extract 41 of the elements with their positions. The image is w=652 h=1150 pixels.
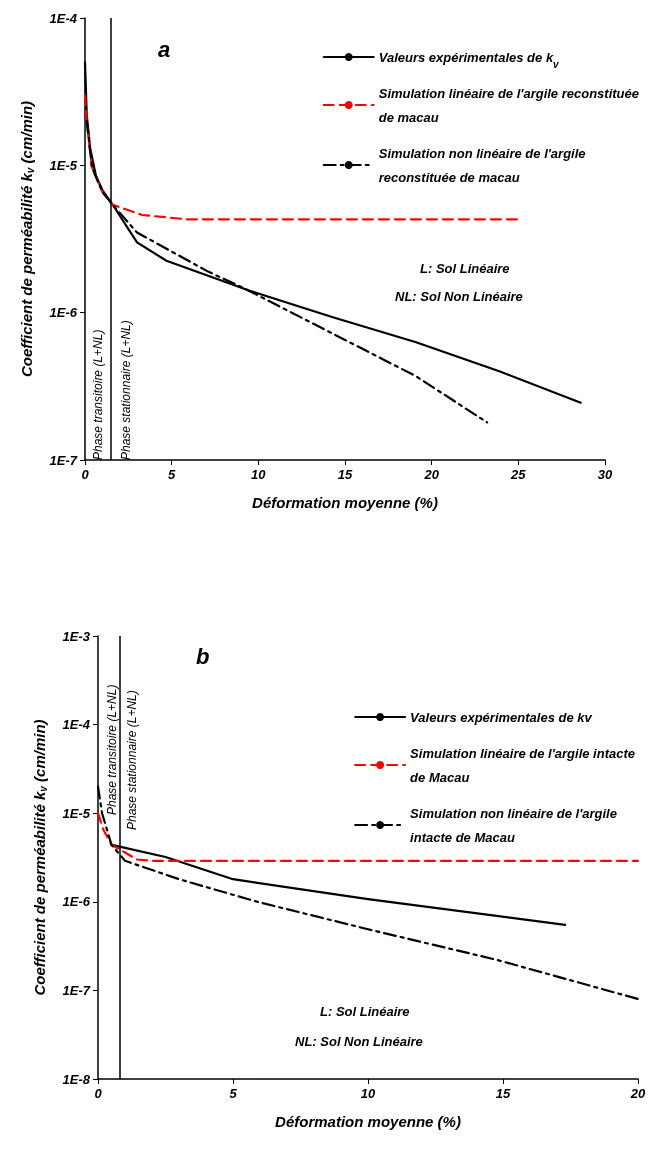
y-tick-label: 1E-3 bbox=[62, 628, 91, 644]
x-tick-label: 15 bbox=[337, 467, 353, 482]
y-tick-label: 1E-4 bbox=[62, 717, 91, 733]
annotation: Phase transitoire (L+NL) bbox=[105, 684, 119, 815]
x-tick-label: 0 bbox=[94, 1086, 103, 1101]
x-tick-label: 10 bbox=[251, 467, 267, 482]
y-tick-label: 1E-6 bbox=[62, 894, 91, 910]
y-tick-label: 1E-5 bbox=[62, 805, 91, 821]
x-tick-label: 5 bbox=[168, 467, 177, 482]
x-tick-label: 30 bbox=[597, 467, 613, 482]
legend-label: Valeurs expérimentales de kv bbox=[410, 709, 593, 725]
y-tick-label: 1E-7 bbox=[62, 982, 91, 998]
x-tick-label: 0 bbox=[81, 467, 90, 482]
annotation: Phase transitoire (L+NL) bbox=[91, 329, 105, 460]
y-tick-label: 1E-8 bbox=[62, 1071, 91, 1087]
y-axis-title: Coefficient de perméabilité kv (cm/min) bbox=[30, 719, 49, 996]
annotation: NL: Sol Non Linéaire bbox=[395, 289, 523, 304]
x-tick-label: 10 bbox=[360, 1086, 376, 1101]
legend-label: Simulation linéaire de l'argile reconstituée de macau bbox=[378, 85, 639, 125]
x-tick-label: 5 bbox=[229, 1086, 238, 1101]
legend-label: Simulation non linéaire de l'argile reconstituée de macau bbox=[378, 145, 586, 185]
annotation: Phase stationnaire (L+NL) bbox=[125, 690, 139, 830]
legend-label: Simulation non linéaire de l'argile intacte de Macau bbox=[410, 805, 617, 845]
x-axis-title: Déformation moyenne (%) bbox=[252, 494, 438, 511]
y-tick-label: 1E-4 bbox=[49, 10, 78, 26]
y-tick-label: 1E-6 bbox=[49, 305, 78, 321]
x-tick-label: 20 bbox=[423, 467, 440, 482]
annotation: NL: Sol Non Linéaire bbox=[295, 1034, 423, 1049]
y-axis-title: Coefficient de perméabilité kv (cm/min) bbox=[17, 100, 36, 378]
y-tick-label: 1E-5 bbox=[49, 157, 78, 173]
x-tick-label: 25 bbox=[510, 467, 527, 482]
chart-title: b bbox=[196, 643, 210, 669]
x-tick-label: 20 bbox=[629, 1086, 646, 1101]
annotation: L: Sol Linéaire bbox=[320, 1004, 410, 1019]
annotation: L: Sol Linéaire bbox=[420, 261, 510, 276]
text: a bbox=[158, 36, 171, 62]
legend-label: Simulation linéaire de l'argile intacte de Macau bbox=[410, 745, 636, 785]
x-axis-title: Déformation moyenne (%) bbox=[275, 1113, 461, 1130]
annotation: Phase stationnaire (L+NL) bbox=[119, 320, 133, 460]
x-tick-label: 15 bbox=[495, 1086, 511, 1101]
y-tick-label: 1E-7 bbox=[49, 452, 78, 468]
